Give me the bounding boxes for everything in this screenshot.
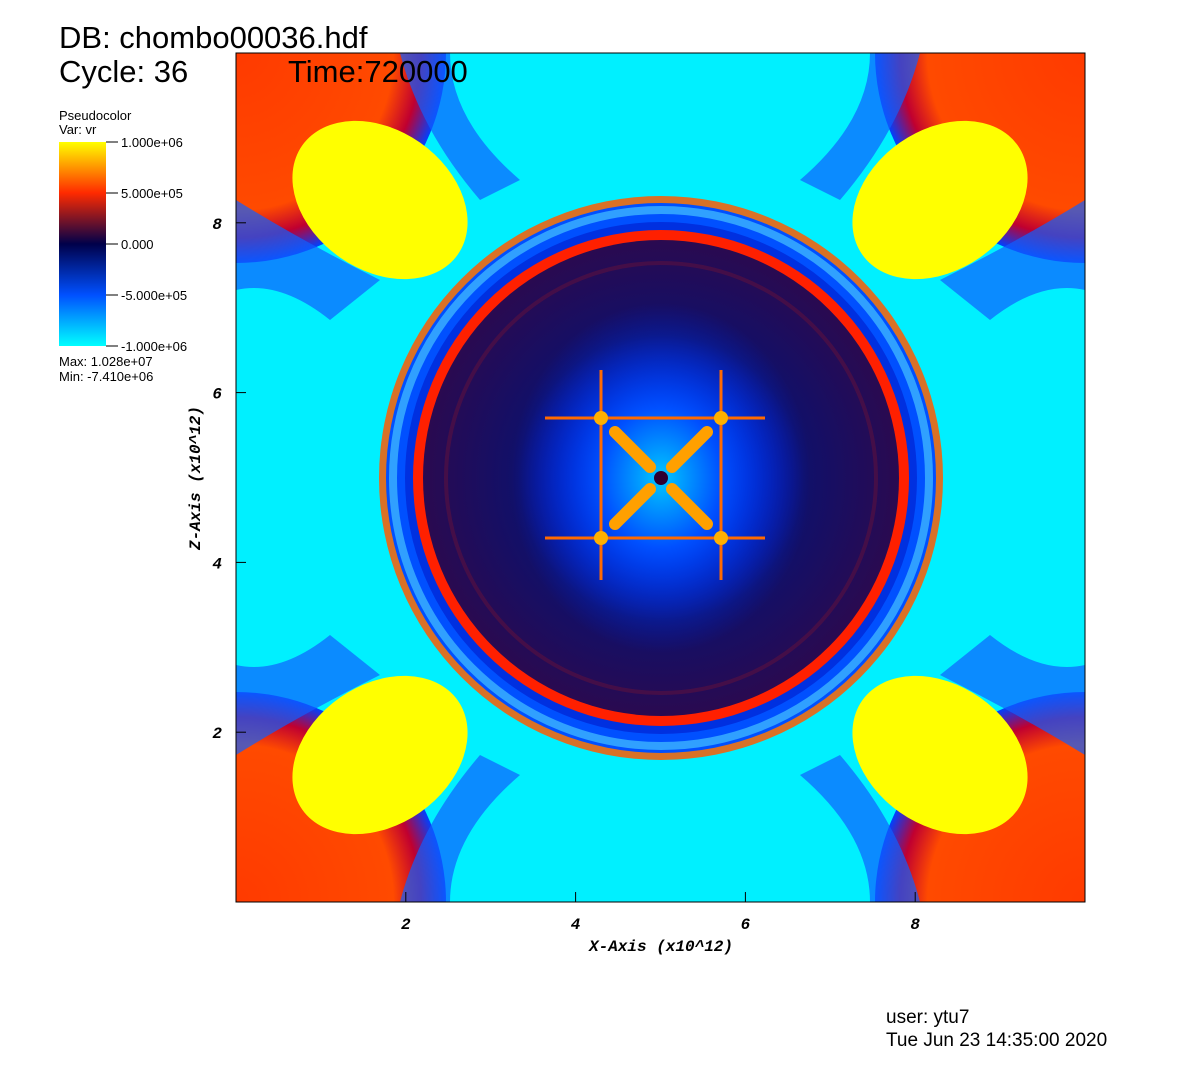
legend-max: Max: 1.028e+07 — [59, 354, 153, 369]
legend-min: Min: -7.410e+06 — [59, 369, 153, 384]
date: Tue Jun 23 14:35:00 2020 — [886, 1030, 1107, 1051]
legend-var: Var: vr — [59, 122, 97, 137]
colorbar-tick-label: 0.000 — [121, 237, 154, 252]
y-tick-label: 4 — [212, 555, 222, 573]
x-tick-label: 8 — [910, 916, 920, 934]
x-tick-label: 2 — [401, 916, 411, 934]
colorbar-tick-label: 5.000e+05 — [121, 186, 183, 201]
y-axis-label: Z-Axis (x10^12) — [187, 406, 205, 551]
x-tick-label: 4 — [571, 916, 581, 934]
corner-lobes — [236, 53, 1085, 902]
cycle: Cycle: 36 — [59, 54, 188, 89]
colorbar-tick-label: -5.000e+05 — [121, 288, 187, 303]
x-axis-label: X-Axis (x10^12) — [588, 938, 733, 956]
core — [511, 303, 811, 653]
plot-frame — [235, 52, 1086, 903]
time: Time:720000 — [288, 54, 468, 89]
colorbar-tick-label: -1.000e+06 — [121, 339, 187, 354]
user: user: ytu7 — [886, 1007, 969, 1028]
y-tick-label: 6 — [212, 386, 222, 404]
legend-plot: Pseudocolor — [59, 108, 132, 123]
y-tick-label: 2 — [212, 725, 222, 743]
colorbar-tick-label: 1.000e+06 — [121, 135, 183, 150]
y-tick-label: 8 — [212, 216, 222, 234]
colorbar — [59, 142, 106, 346]
x-tick-label: 6 — [741, 916, 751, 934]
db-title: DB: chombo00036.hdf — [59, 20, 368, 55]
field — [236, 53, 1085, 902]
